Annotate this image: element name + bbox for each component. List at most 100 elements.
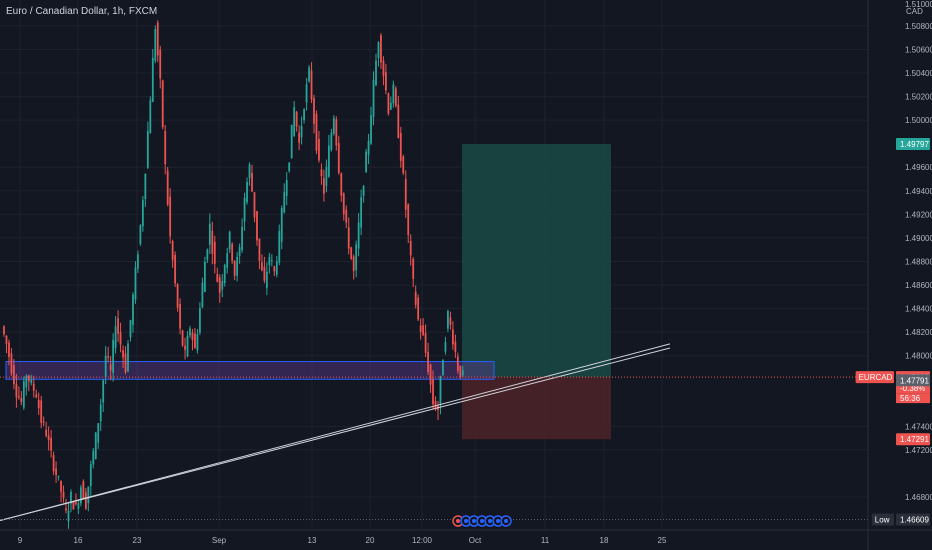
- economic-event-dot: [472, 519, 476, 523]
- x-tick-label: 13: [308, 536, 317, 545]
- candle-body: [52, 455, 55, 472]
- candle-body: [97, 423, 100, 443]
- candle-body: [179, 303, 181, 329]
- candle-body: [382, 60, 385, 76]
- candle-body: [5, 335, 8, 344]
- candle-body: [151, 58, 154, 102]
- candle-body: [119, 332, 122, 345]
- candle-body: [345, 209, 348, 223]
- candle-body: [25, 375, 28, 388]
- candle-body: [213, 241, 216, 264]
- candle-body: [149, 100, 152, 134]
- economic-event-dot: [456, 519, 460, 523]
- candle-body: [427, 351, 429, 372]
- candle-body: [114, 326, 117, 348]
- candle-body: [362, 186, 365, 196]
- candle-body: [37, 399, 40, 409]
- stop-loss-zone[interactable]: [462, 377, 611, 440]
- candle-body: [89, 464, 92, 486]
- price-tag-extra-bg: [896, 393, 930, 404]
- x-tick-label: 9: [18, 536, 23, 545]
- candle-body: [265, 271, 268, 288]
- candle-body: [444, 341, 447, 352]
- price-tag-symbol-bg: [855, 371, 894, 384]
- candle-body: [270, 260, 273, 262]
- candle-body: [412, 258, 415, 279]
- support-zone[interactable]: [5, 361, 495, 380]
- candle-body: [290, 124, 293, 159]
- price-tag: [896, 138, 930, 151]
- candle-body: [454, 341, 457, 353]
- candle-body: [295, 111, 298, 127]
- candle-body: [365, 151, 367, 173]
- candle-body: [13, 365, 15, 385]
- y-tick-label: 1.48200: [905, 328, 932, 337]
- y-tick-label: 1.50600: [905, 45, 932, 54]
- y-tick-label: 1.47400: [905, 422, 932, 431]
- candle-body: [241, 226, 243, 251]
- trendline[interactable]: [0, 343, 671, 522]
- x-tick-label: 23: [133, 536, 142, 545]
- candle-body: [397, 104, 400, 138]
- candle-body: [57, 475, 60, 477]
- candle-body: [305, 84, 308, 103]
- candle-body: [102, 380, 105, 403]
- take-profit-zone[interactable]: [462, 144, 611, 378]
- candle-body: [313, 98, 315, 124]
- candle-body: [385, 72, 387, 91]
- candle-body: [449, 317, 452, 325]
- y-unit-label: CAD: [906, 7, 923, 16]
- candle-body: [256, 211, 258, 241]
- price-tag-extra-bg: [896, 383, 930, 394]
- candle-body: [186, 335, 189, 357]
- candle-body: [216, 274, 219, 282]
- candle-body: [3, 326, 5, 335]
- candle-body: [315, 113, 318, 151]
- candle-body: [211, 230, 214, 254]
- candle-body: [387, 93, 390, 114]
- candle-body: [310, 70, 313, 100]
- candle-body: [84, 492, 87, 509]
- y-tick-label: 1.50800: [905, 22, 932, 31]
- candle-body: [77, 503, 80, 509]
- candle-body: [99, 404, 102, 422]
- candle-body: [332, 117, 335, 134]
- x-tick-label: 11: [541, 536, 550, 545]
- candle-body: [141, 200, 144, 227]
- candle-body: [94, 432, 97, 459]
- candle-body: [199, 308, 201, 333]
- price-tag-value: 1.49797: [900, 140, 929, 149]
- x-tick-label: Sep: [212, 536, 227, 545]
- candle-body: [47, 435, 50, 441]
- candle-body: [434, 401, 437, 410]
- price-tag: [896, 433, 930, 446]
- candle-body: [461, 370, 464, 376]
- x-tick-label: Oct: [469, 536, 482, 545]
- economic-event-dot: [480, 519, 484, 523]
- candle-body: [201, 282, 204, 308]
- candle-body: [32, 383, 35, 391]
- candle-body: [298, 132, 301, 143]
- candle-body: [30, 379, 33, 383]
- x-tick-label: 18: [600, 536, 609, 545]
- candle-body: [50, 437, 53, 451]
- candle-body: [263, 266, 266, 281]
- candle-body: [22, 381, 25, 408]
- candle-body: [65, 508, 67, 511]
- candle-body: [432, 379, 434, 405]
- price-tag-symbol-bg: [871, 513, 894, 526]
- candle-body: [375, 60, 377, 86]
- candle-body: [261, 262, 263, 271]
- candle-body: [62, 491, 65, 498]
- y-tick-label: 1.49000: [905, 234, 932, 243]
- y-tick-label: 1.49400: [905, 187, 932, 196]
- candle-body: [8, 342, 10, 357]
- candle-body: [10, 353, 13, 374]
- candle-body: [280, 208, 283, 242]
- candle-body: [42, 421, 45, 423]
- candle-body: [156, 22, 159, 56]
- price-tag: [896, 374, 930, 387]
- candle-body: [174, 254, 177, 284]
- candle-body: [407, 204, 410, 236]
